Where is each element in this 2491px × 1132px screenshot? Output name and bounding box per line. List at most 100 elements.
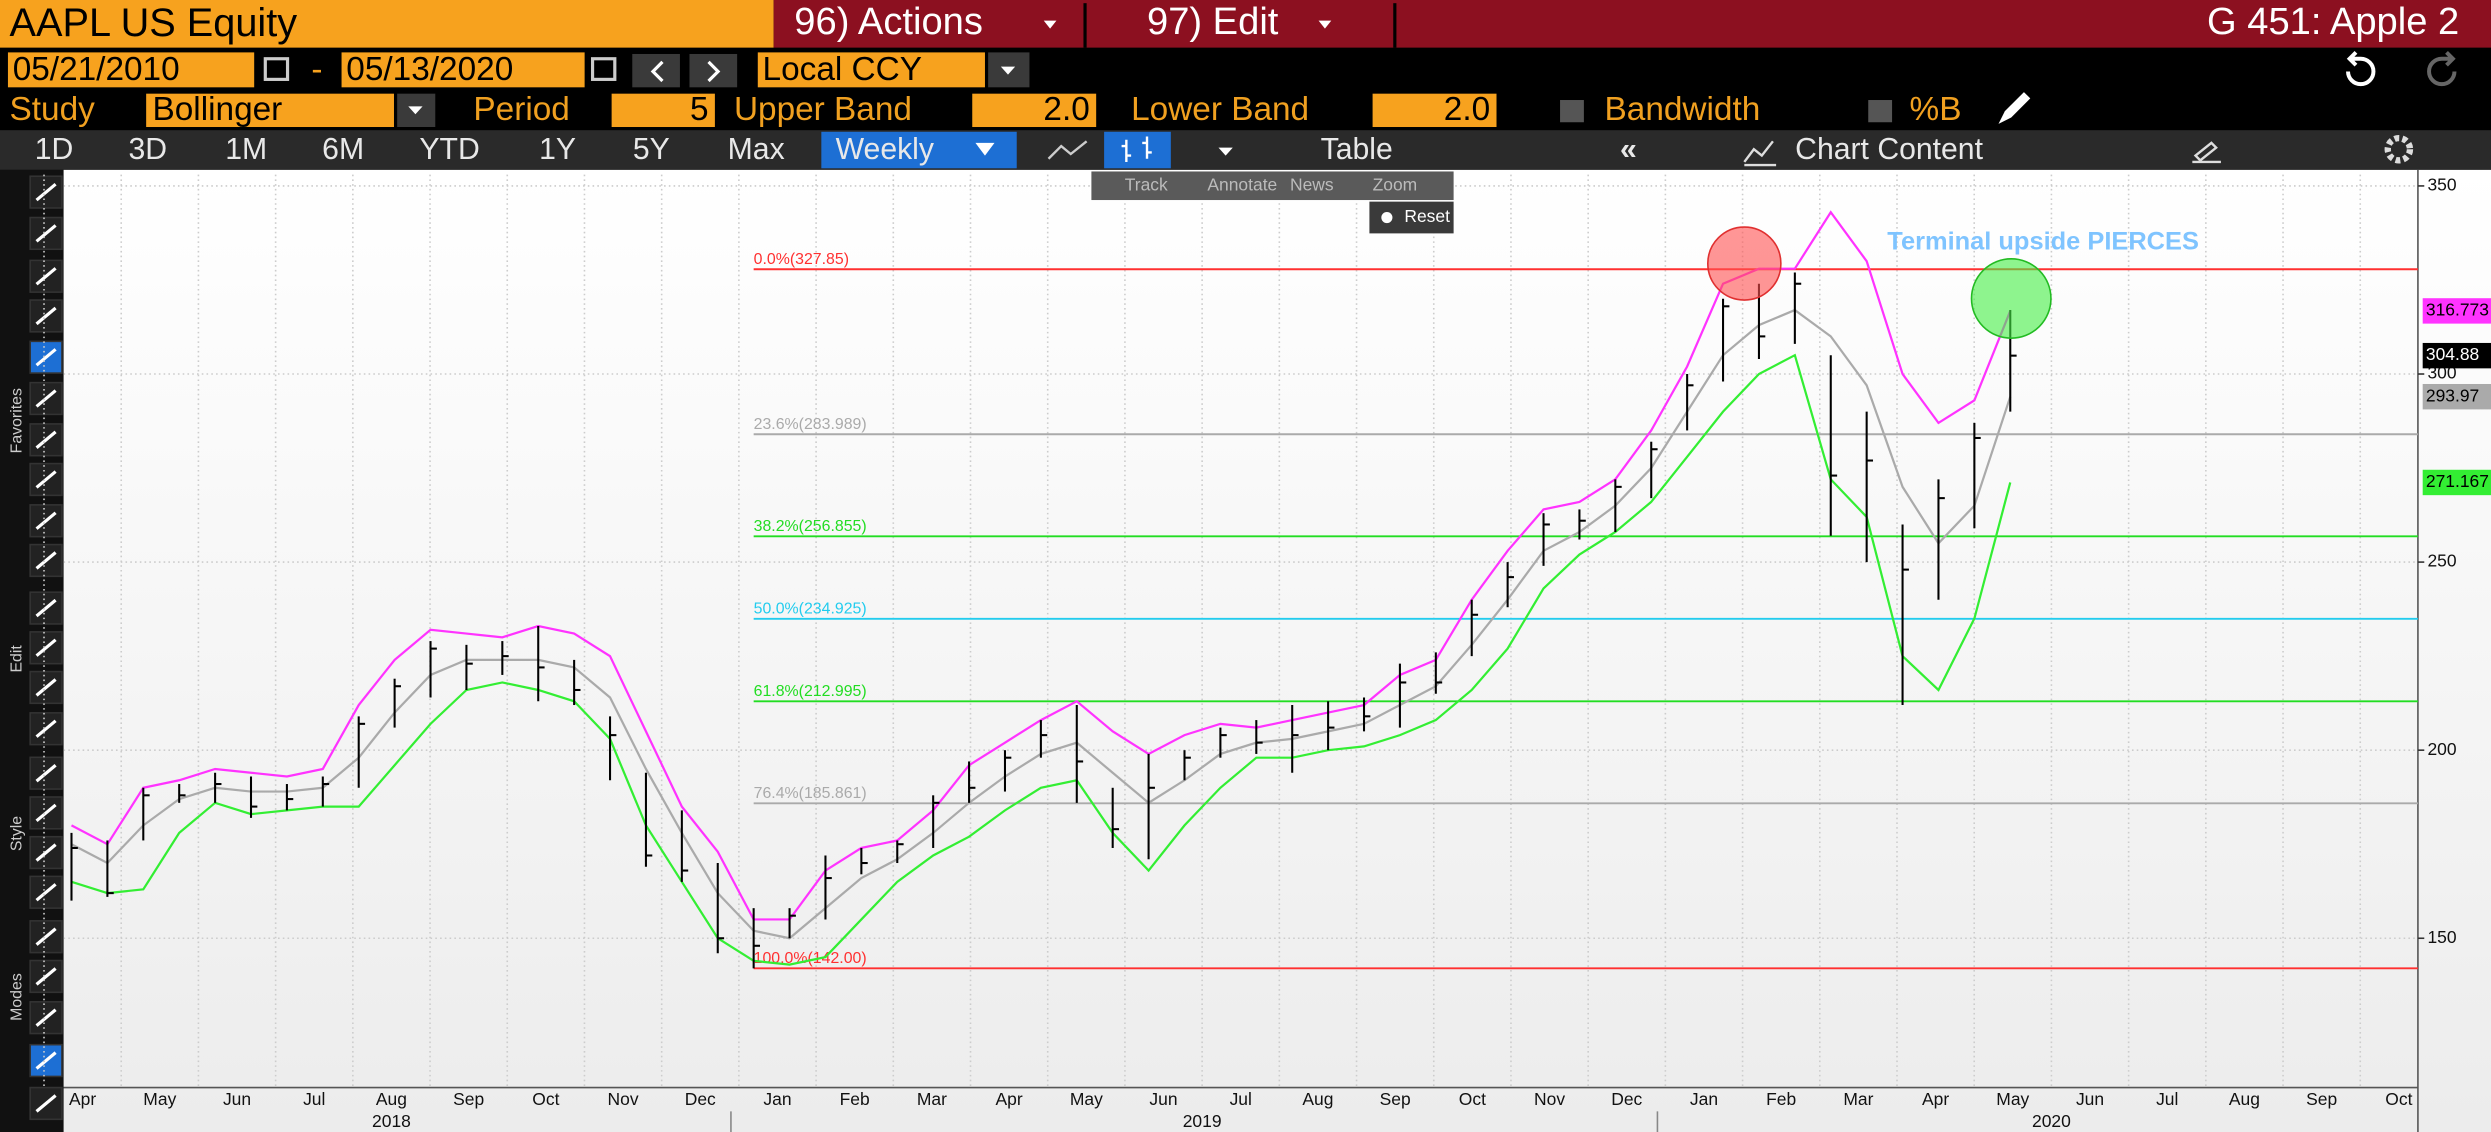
last-value-label: 316.773 <box>2426 300 2489 320</box>
range-button[interactable]: 5Y <box>633 133 670 166</box>
last-value-label: 304.88 <box>2426 344 2479 364</box>
range-button[interactable]: 6M <box>322 133 364 166</box>
next-button[interactable] <box>689 53 738 88</box>
popup-item[interactable]: News <box>1290 174 1334 194</box>
caret <box>1000 66 1016 75</box>
sidebar-label: Modes <box>9 973 26 1021</box>
undo-icon[interactable] <box>2346 50 2376 87</box>
collapse[interactable]: « <box>1620 133 1637 166</box>
study[interactable]: Bollinger <box>153 91 283 128</box>
fib-label: 38.2%(256.855) <box>754 518 867 535</box>
tool-icon <box>35 967 57 986</box>
reset[interactable]: Reset <box>1404 206 1450 226</box>
sidebar-label: Favorites <box>9 388 26 453</box>
ticker: AAPL US Equity <box>10 1 298 45</box>
line-icon[interactable] <box>1047 140 1088 160</box>
upper[interactable]: 2.0 <box>1043 91 1089 128</box>
tool-button[interactable] <box>29 756 63 790</box>
x-tick-label: Sep <box>2306 1089 2337 1109</box>
period-field[interactable] <box>611 93 715 128</box>
tool-icon <box>35 182 57 202</box>
tool-icon <box>35 348 57 367</box>
sidebar-label: Style <box>9 816 26 851</box>
range-button[interactable]: YTD <box>419 133 479 166</box>
checkbox[interactable] <box>1560 100 1584 123</box>
sidebar-label: Edit <box>9 645 26 673</box>
actions-menu[interactable]: 96) Actions <box>794 1 983 43</box>
checkbox[interactable] <box>1868 100 1893 123</box>
annotation: Terminal upside PIERCES <box>1887 228 2199 256</box>
period-label: Period <box>473 91 569 128</box>
x-tick-label: Nov <box>1534 1089 1565 1109</box>
period[interactable]: 5 <box>690 91 709 128</box>
y-tick-label: 350 <box>2427 175 2456 195</box>
last-value-box <box>2422 342 2491 369</box>
lower[interactable]: 2.0 <box>1444 91 1490 128</box>
last-value-box <box>2422 298 2491 324</box>
percent-b: %B <box>1910 91 1962 128</box>
fib-label: 76.4%(185.861) <box>754 785 867 802</box>
tool-icon <box>35 1051 57 1070</box>
x-tick-label: Oct <box>532 1089 559 1109</box>
chart-content[interactable]: Chart Content <box>1795 133 1983 166</box>
bar-button[interactable] <box>1104 131 1171 169</box>
redo-icon[interactable] <box>2427 50 2457 87</box>
y-tick-label: 250 <box>2427 551 2456 571</box>
range-button[interactable]: 1M <box>225 133 267 166</box>
x-tick-label: Aug <box>376 1089 407 1109</box>
date-field[interactable] <box>341 52 585 88</box>
last-value-box <box>2422 383 2491 410</box>
highlight-circle <box>1707 226 1782 301</box>
tool-icon <box>35 511 57 530</box>
x-tick-label: Dec <box>685 1089 716 1109</box>
next-icon <box>707 60 721 83</box>
x-tick-label: Apr <box>996 1089 1023 1109</box>
table-button[interactable]: Table <box>1321 133 1393 166</box>
bar-icon <box>1121 136 1152 162</box>
range-button[interactable]: 1D <box>35 133 74 166</box>
x-tick-label: Sep <box>1380 1089 1411 1109</box>
edit-menu[interactable]: 97) Edit <box>1147 1 1279 43</box>
range-button[interactable]: 1Y <box>539 133 576 166</box>
menu-bar <box>773 0 2491 48</box>
calendar-icon[interactable] <box>590 57 617 81</box>
date-field[interactable] <box>7 52 255 88</box>
x-tick-label: Sep <box>453 1089 484 1109</box>
end-date[interactable]: 05/13/2020 <box>346 51 513 88</box>
x-tick-label: Feb <box>840 1089 870 1109</box>
calendar-icon[interactable] <box>263 57 290 81</box>
caret <box>1318 20 1332 29</box>
tool-icon <box>35 678 57 697</box>
frequency[interactable]: Weekly <box>836 133 935 166</box>
dash: - <box>311 51 322 88</box>
y-tick-label: 150 <box>2427 927 2456 947</box>
tool-icon <box>35 927 57 946</box>
lower-field[interactable] <box>1372 93 1497 128</box>
page-name: G 451: Apple 2 <box>2207 1 2459 43</box>
prev-icon <box>650 60 664 83</box>
currency-field[interactable] <box>757 52 985 88</box>
range-button[interactable]: Max <box>728 133 785 166</box>
caret[interactable] <box>1218 147 1233 156</box>
range-bar <box>0 130 2491 170</box>
settings-icon[interactable] <box>2384 134 2414 164</box>
prev-button[interactable] <box>632 53 680 88</box>
upper-field[interactable] <box>972 93 1097 128</box>
popup-item[interactable]: Zoom <box>1373 174 1418 194</box>
range-button[interactable]: 3D <box>128 133 167 166</box>
chart-icon <box>1743 140 1777 167</box>
upper-label: Upper Band <box>734 91 912 128</box>
pencil-icon[interactable] <box>1998 92 2031 124</box>
edit-icon[interactable] <box>2192 141 2221 164</box>
popup-item[interactable]: Track <box>1125 174 1168 194</box>
x-tick-label: Apr <box>1922 1089 1949 1109</box>
start-date[interactable]: 05/21/2010 <box>13 51 180 88</box>
band-line <box>71 353 2012 966</box>
popup-item[interactable]: Annotate <box>1207 174 1277 194</box>
tool-icon <box>35 719 57 738</box>
fib-label: 23.6%(283.989) <box>754 416 867 433</box>
study-field[interactable] <box>146 93 394 128</box>
chart-area <box>63 169 2491 1132</box>
fib-label: 100.0%(142.00) <box>754 950 867 967</box>
currency[interactable]: Local CCY <box>763 51 922 88</box>
